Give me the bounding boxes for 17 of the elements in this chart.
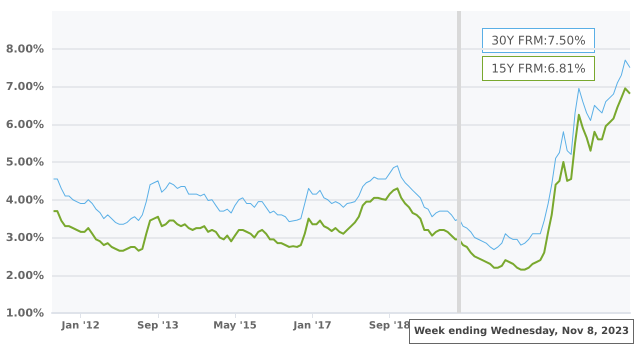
line-series [53,60,630,250]
y-tick-label: 7.00% [6,80,44,93]
text: Week ending Wednesday, Nov 8, 2023 [414,326,630,337]
y-tick-label: 1.00% [6,306,44,320]
y-tick-label: 5.00% [6,156,44,168]
annotation: 15Y FRM:6.81% [491,62,586,76]
annotation: 30Y FRM:7.50% [491,34,586,48]
y-tick-label: 2.00% [6,268,44,282]
y-tick-label: 3.00% [6,231,44,244]
y-tick-label: 6.00% [6,118,44,131]
y-tick-label: 8.00% [6,42,44,56]
x-tick-label: May '15 [213,320,257,332]
line-series [52,87,631,271]
x-tick-label: Sep '13 [137,320,179,332]
x-tick-label: Jan '17 [292,320,332,332]
y-tick-label: 4.00% [6,193,44,206]
x-tick-label: Jan '12 [60,320,100,332]
